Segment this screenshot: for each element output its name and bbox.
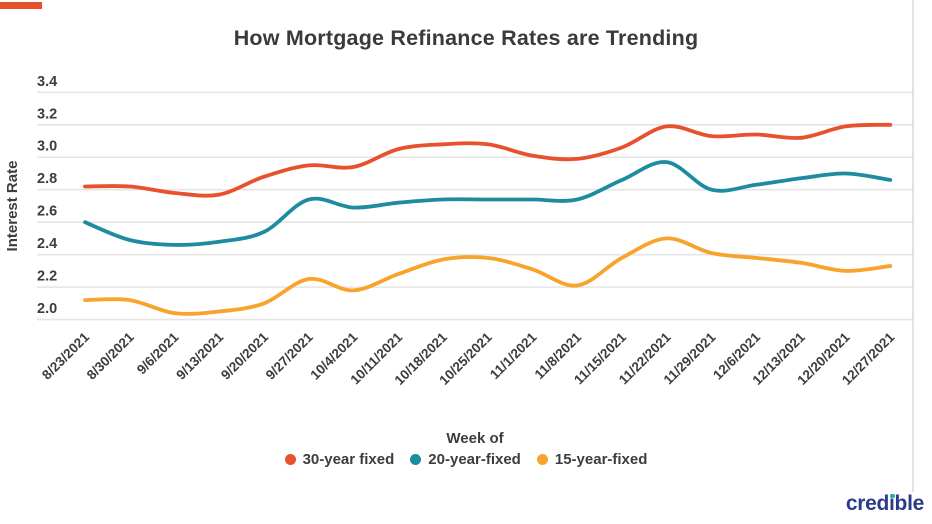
gridlines (37, 91, 913, 321)
x-tick-label: 8/30/2021 (84, 329, 137, 382)
x-tick-label: 9/27/2021 (263, 329, 316, 382)
credible-logo: credı ble (845, 492, 924, 515)
x-tick-label: 9/20/2021 (218, 329, 271, 382)
accent-bar (0, 2, 42, 9)
series-lines (83, 122, 893, 316)
legend-item-20-year-fixed: 20-year-fixed (410, 451, 521, 468)
legend: 30-year fixed 20-year-fixed 15-year-fixed (0, 451, 932, 468)
y-axis-tick-labels: 3.4 3.2 3.0 2.8 2.6 2.4 2.2 2.0 (37, 74, 57, 317)
x-tick-label: 11/1/2021 (487, 329, 540, 382)
brand-i-dot (890, 493, 895, 498)
y-tick-label: 2.0 (37, 301, 57, 317)
series-line-15-year-fixed (83, 236, 893, 316)
series-line-30-year-fixed (83, 122, 893, 198)
y-tick-label: 3.2 (37, 106, 57, 122)
chart-title: How Mortgage Refinance Rates are Trendin… (233, 26, 699, 50)
legend-label: 15-year-fixed (554, 451, 648, 468)
y-tick-label: 2.8 (37, 171, 57, 187)
y-tick-label: 3.4 (37, 74, 57, 90)
y-tick-label: 2.4 (37, 236, 57, 252)
legend-dot-icon (536, 454, 548, 465)
y-tick-label: 2.2 (37, 269, 57, 285)
x-axis-title-text: Week of (446, 430, 504, 447)
y-tick-label: 2.6 (37, 204, 57, 220)
legend-dot-icon (284, 454, 296, 465)
legend-item-15-year-fixed: 15-year-fixed (536, 451, 648, 468)
legend-item-30-year-fixed: 30-year fixed (284, 451, 395, 468)
y-tick-label: 3.0 (37, 139, 57, 155)
y-axis-title-text: Interest Rate (4, 161, 21, 252)
legend-label: 30-year fixed (302, 451, 395, 468)
x-axis-title: Week of (446, 430, 504, 447)
y-axis-title: Interest Rate (4, 161, 21, 252)
legend-dot-icon (410, 454, 422, 465)
series-line-20-year-fixed (83, 160, 893, 247)
x-tick-label: 9/13/2021 (173, 329, 226, 382)
legend-label: 20-year-fixed (428, 451, 521, 468)
x-axis-tick-labels: 8/23/20218/30/20219/6/20219/13/20219/20/… (39, 329, 898, 388)
x-tick-label: 8/23/2021 (39, 329, 92, 382)
